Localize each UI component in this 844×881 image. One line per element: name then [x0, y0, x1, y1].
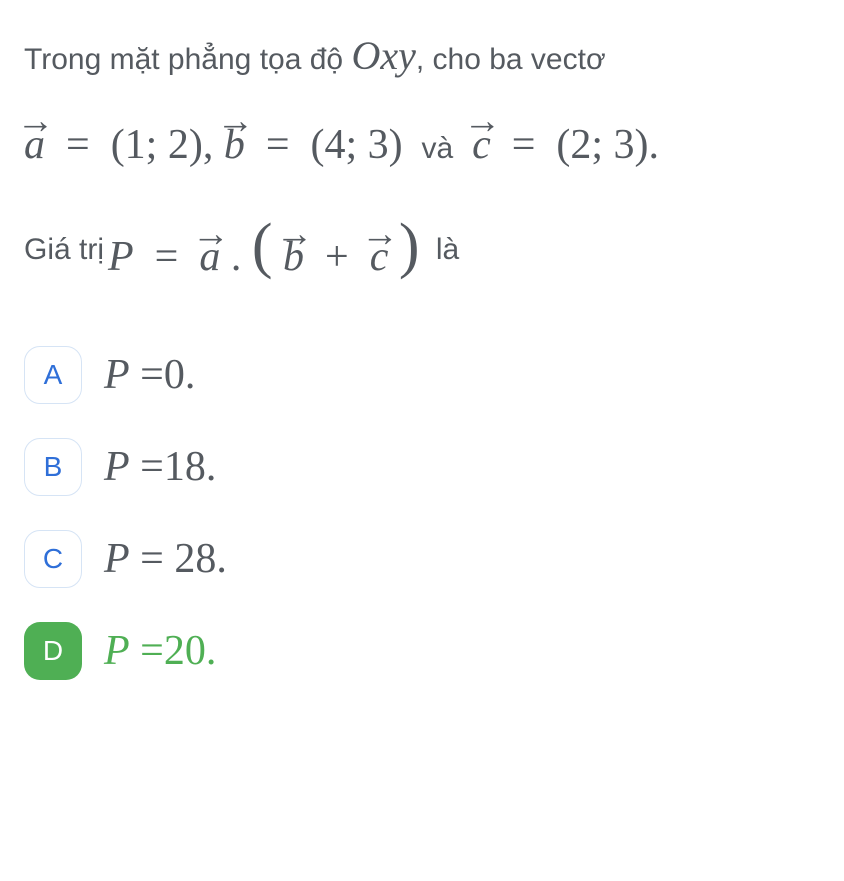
- option-text-b: P =18.: [104, 443, 216, 491]
- P-label: P: [108, 234, 134, 280]
- option-badge-a: A: [24, 346, 82, 404]
- option-d[interactable]: D P =20.: [24, 622, 820, 680]
- options-list: A P =0. B P =18. C P = 28. D P =20.: [24, 346, 820, 680]
- arrow-icon: →: [192, 212, 228, 256]
- q-line1-suffix: , cho ba vectơ: [416, 43, 606, 76]
- vectors-definitions: → a = (1; 2), → b = (4; 3) và → c = (2; …: [24, 116, 820, 175]
- option-text-c: P = 28.: [104, 535, 227, 583]
- arrow-icon: →: [276, 212, 312, 256]
- formula-suffix: là: [436, 233, 459, 267]
- paren-open: (: [252, 212, 273, 280]
- option-lhs: P: [104, 352, 130, 398]
- option-b[interactable]: B P =18.: [24, 438, 820, 496]
- and-word: và: [422, 132, 454, 165]
- q-line1-prefix: Trong mặt phẳng tọa độ: [24, 43, 351, 76]
- arrow-icon: →: [463, 95, 499, 148]
- option-rhs: =20.: [140, 628, 216, 674]
- option-rhs: =0.: [140, 352, 195, 398]
- option-badge-d: D: [24, 622, 82, 680]
- q-line1-math: Oxy: [351, 33, 415, 78]
- option-letter: A: [44, 359, 63, 391]
- formula-line: Giá trị P = → a . ( → b + → c ) là: [24, 215, 820, 286]
- option-rhs: = 28.: [140, 536, 227, 582]
- question-line-1: Trong mặt phẳng tọa độ Oxy, cho ba vectơ: [24, 24, 820, 88]
- a-coords: (1; 2): [111, 122, 203, 168]
- option-lhs: P: [104, 536, 130, 582]
- vector-a: → a: [24, 116, 45, 175]
- arrow-icon: →: [361, 212, 397, 256]
- option-letter: C: [43, 543, 63, 575]
- arrow-icon: →: [216, 95, 252, 148]
- vector-a-2: → a: [199, 233, 220, 281]
- eq-sym-2: =: [266, 122, 290, 168]
- eq-sym-3: =: [512, 122, 536, 168]
- vector-c: → c: [472, 116, 491, 175]
- c-coords: (2; 3).: [556, 122, 659, 168]
- option-badge-c: C: [24, 530, 82, 588]
- eq-sym-1: =: [66, 122, 90, 168]
- option-rhs: =18.: [140, 444, 216, 490]
- arrow-icon: →: [17, 95, 53, 148]
- option-text-d: P =20.: [104, 627, 216, 675]
- eq-sym-4: =: [155, 234, 179, 280]
- formula-prefix: Giá trị: [24, 233, 104, 267]
- option-a[interactable]: A P =0.: [24, 346, 820, 404]
- option-letter: B: [44, 451, 63, 483]
- vector-c-2: → c: [370, 233, 389, 281]
- dot-op: .: [231, 234, 242, 280]
- option-badge-b: B: [24, 438, 82, 496]
- vector-b-2: → b: [283, 233, 304, 281]
- paren-close: ): [399, 212, 420, 280]
- option-c[interactable]: C P = 28.: [24, 530, 820, 588]
- option-lhs: P: [104, 628, 130, 674]
- option-lhs: P: [104, 444, 130, 490]
- option-text-a: P =0.: [104, 351, 195, 399]
- b-coords: (4; 3): [311, 122, 403, 168]
- option-letter: D: [43, 635, 63, 667]
- vector-b: → b: [224, 116, 245, 175]
- plus-op: +: [325, 234, 349, 280]
